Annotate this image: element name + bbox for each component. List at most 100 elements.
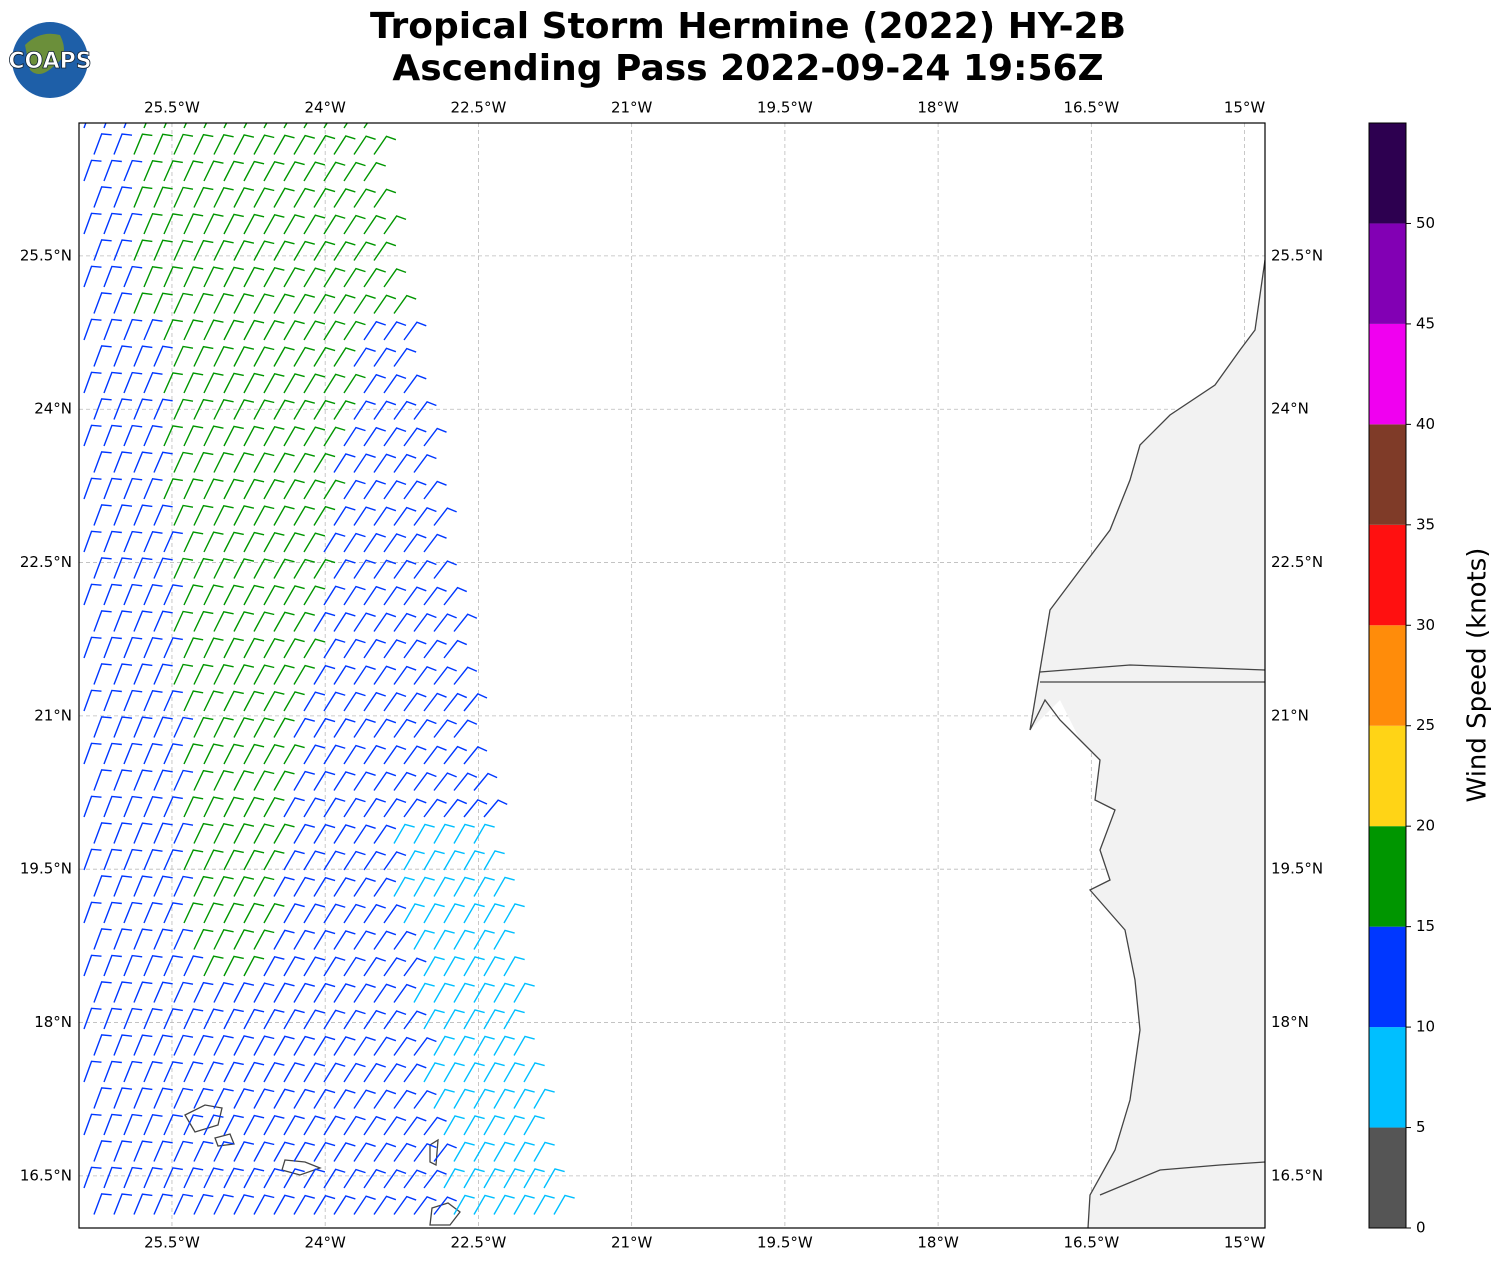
wind-barb [283, 267, 305, 288]
wind-barb [463, 693, 488, 712]
wind-barb [173, 716, 194, 738]
wind-barb [93, 928, 112, 950]
wind-barb [393, 1142, 417, 1162]
wind-barb [263, 902, 285, 924]
wind-barb [83, 742, 102, 765]
wind-barb [163, 372, 183, 394]
wind-barb [433, 719, 457, 738]
wind-barb [93, 822, 112, 844]
wind-barb [233, 187, 255, 208]
wind-barb [203, 796, 224, 818]
wind-barb [153, 822, 173, 844]
wind-barb [303, 214, 326, 235]
wind-barb [373, 983, 397, 1003]
wind-barb [383, 427, 407, 447]
wind-barb [353, 506, 376, 526]
wind-barb [333, 718, 356, 738]
wind-barb [83, 901, 102, 924]
y-tick-label: 16.5°N [1271, 1166, 1323, 1184]
wind-barb [343, 532, 366, 553]
wind-barb [193, 133, 214, 155]
wind-barb [343, 373, 366, 394]
wind-barb [113, 398, 133, 420]
wind-barb [203, 849, 224, 871]
logo: COAPS [8, 22, 92, 98]
wind-barb [143, 1166, 163, 1189]
wind-barb [433, 823, 455, 844]
wind-barb [423, 1116, 447, 1136]
wind-barb [123, 1113, 143, 1136]
colorbar-segment [1369, 1127, 1406, 1228]
wind-barb [293, 717, 315, 738]
wind-barb [193, 398, 214, 420]
wind-barb [203, 1061, 224, 1083]
wind-barb [133, 398, 153, 420]
wind-barb [413, 506, 437, 526]
wind-barb [263, 123, 268, 129]
wind-barb [173, 822, 194, 844]
wind-barb [543, 1168, 565, 1189]
wind-barb [183, 743, 204, 765]
wind-barb [253, 1194, 275, 1215]
wind-barb [383, 215, 407, 235]
wind-barb [333, 1142, 356, 1162]
wind-barb [353, 612, 376, 632]
wind-barb [173, 981, 194, 1003]
wind-barb [383, 692, 407, 712]
wind-barb [223, 425, 244, 447]
wind-barb [283, 373, 305, 394]
wind-barb [343, 479, 366, 500]
wind-barb [223, 690, 244, 712]
wind-barb [263, 1114, 285, 1136]
wind-barb [133, 769, 153, 791]
wind-barb [203, 743, 224, 765]
wind-barb [193, 769, 214, 791]
wind-barb [453, 1035, 475, 1056]
wind-barb [463, 1062, 485, 1083]
wind-barb [293, 452, 315, 473]
colorbar-tick-label: 35 [1416, 515, 1435, 533]
wind-barb [343, 638, 366, 659]
wind-barb [253, 717, 275, 738]
wind-barb [313, 982, 336, 1003]
wind-barb [113, 557, 133, 579]
wind-barb [453, 1141, 475, 1162]
wind-barb [203, 123, 208, 129]
wind-barb [483, 850, 505, 871]
wind-barb [173, 292, 194, 314]
wind-barb [403, 1169, 427, 1189]
wind-barb [243, 531, 265, 553]
wind-barb [223, 1167, 244, 1189]
wind-barb [423, 798, 447, 818]
wind-barb [463, 903, 485, 924]
wind-barb [303, 532, 326, 553]
wind-barb [203, 902, 224, 924]
wind-barb [373, 877, 397, 897]
wind-barb [103, 795, 122, 818]
wind-barb [143, 212, 163, 235]
wind-barb [293, 1141, 315, 1162]
wind-barb [133, 981, 153, 1003]
colorbar-segment [1369, 424, 1406, 525]
wind-barb [403, 586, 427, 606]
wind-barb [333, 612, 356, 632]
wind-barb [283, 1009, 305, 1030]
wind-barb [363, 850, 386, 871]
wind-barb [363, 320, 386, 341]
wind-barb [403, 850, 425, 871]
wind-barb [353, 294, 376, 314]
wind-barb [203, 372, 224, 394]
wind-barb [353, 771, 376, 791]
wind-barb [453, 876, 475, 897]
wind-barb [193, 1140, 214, 1162]
wind-barb [233, 293, 255, 314]
wind-barb [283, 320, 305, 341]
wind-barb [303, 320, 326, 341]
wind-barb [83, 530, 102, 553]
wind-barb [293, 982, 315, 1003]
wind-barb [103, 1166, 122, 1189]
wind-barb [393, 400, 417, 420]
wind-barb [143, 477, 163, 500]
wind-barb [413, 876, 435, 897]
wind-barb [253, 823, 275, 844]
